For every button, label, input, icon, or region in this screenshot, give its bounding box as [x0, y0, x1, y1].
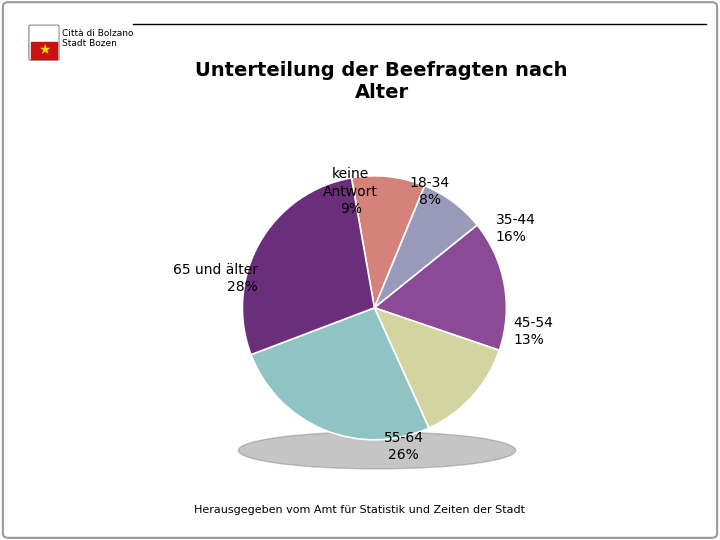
Text: 55-64
26%: 55-64 26%: [384, 431, 423, 462]
Ellipse shape: [238, 432, 516, 469]
Text: 18-34
8%: 18-34 8%: [410, 176, 450, 207]
Text: 35-44
16%: 35-44 16%: [496, 213, 536, 244]
Wedge shape: [251, 308, 429, 440]
Text: 65 und älter
28%: 65 und älter 28%: [174, 263, 258, 294]
Text: Stadt Bozen: Stadt Bozen: [62, 39, 117, 49]
Bar: [31, 26, 57, 42]
Text: Città di Bolzano: Città di Bolzano: [62, 29, 133, 38]
Bar: [31, 42, 57, 59]
Wedge shape: [374, 225, 506, 350]
Text: Herausgegeben vom Amt für Statistik und Zeiten der Stadt: Herausgegeben vom Amt für Statistik und …: [194, 505, 526, 515]
Wedge shape: [243, 178, 374, 355]
Text: keine
Antwort
9%: keine Antwort 9%: [323, 167, 378, 216]
Wedge shape: [374, 186, 477, 308]
Text: ★: ★: [37, 43, 50, 57]
Text: 45-54
13%: 45-54 13%: [513, 316, 553, 347]
FancyBboxPatch shape: [29, 25, 59, 60]
Wedge shape: [374, 308, 500, 428]
Wedge shape: [351, 176, 425, 308]
Text: Unterteilung der Beefragten nach
Alter: Unterteilung der Beefragten nach Alter: [195, 60, 568, 102]
